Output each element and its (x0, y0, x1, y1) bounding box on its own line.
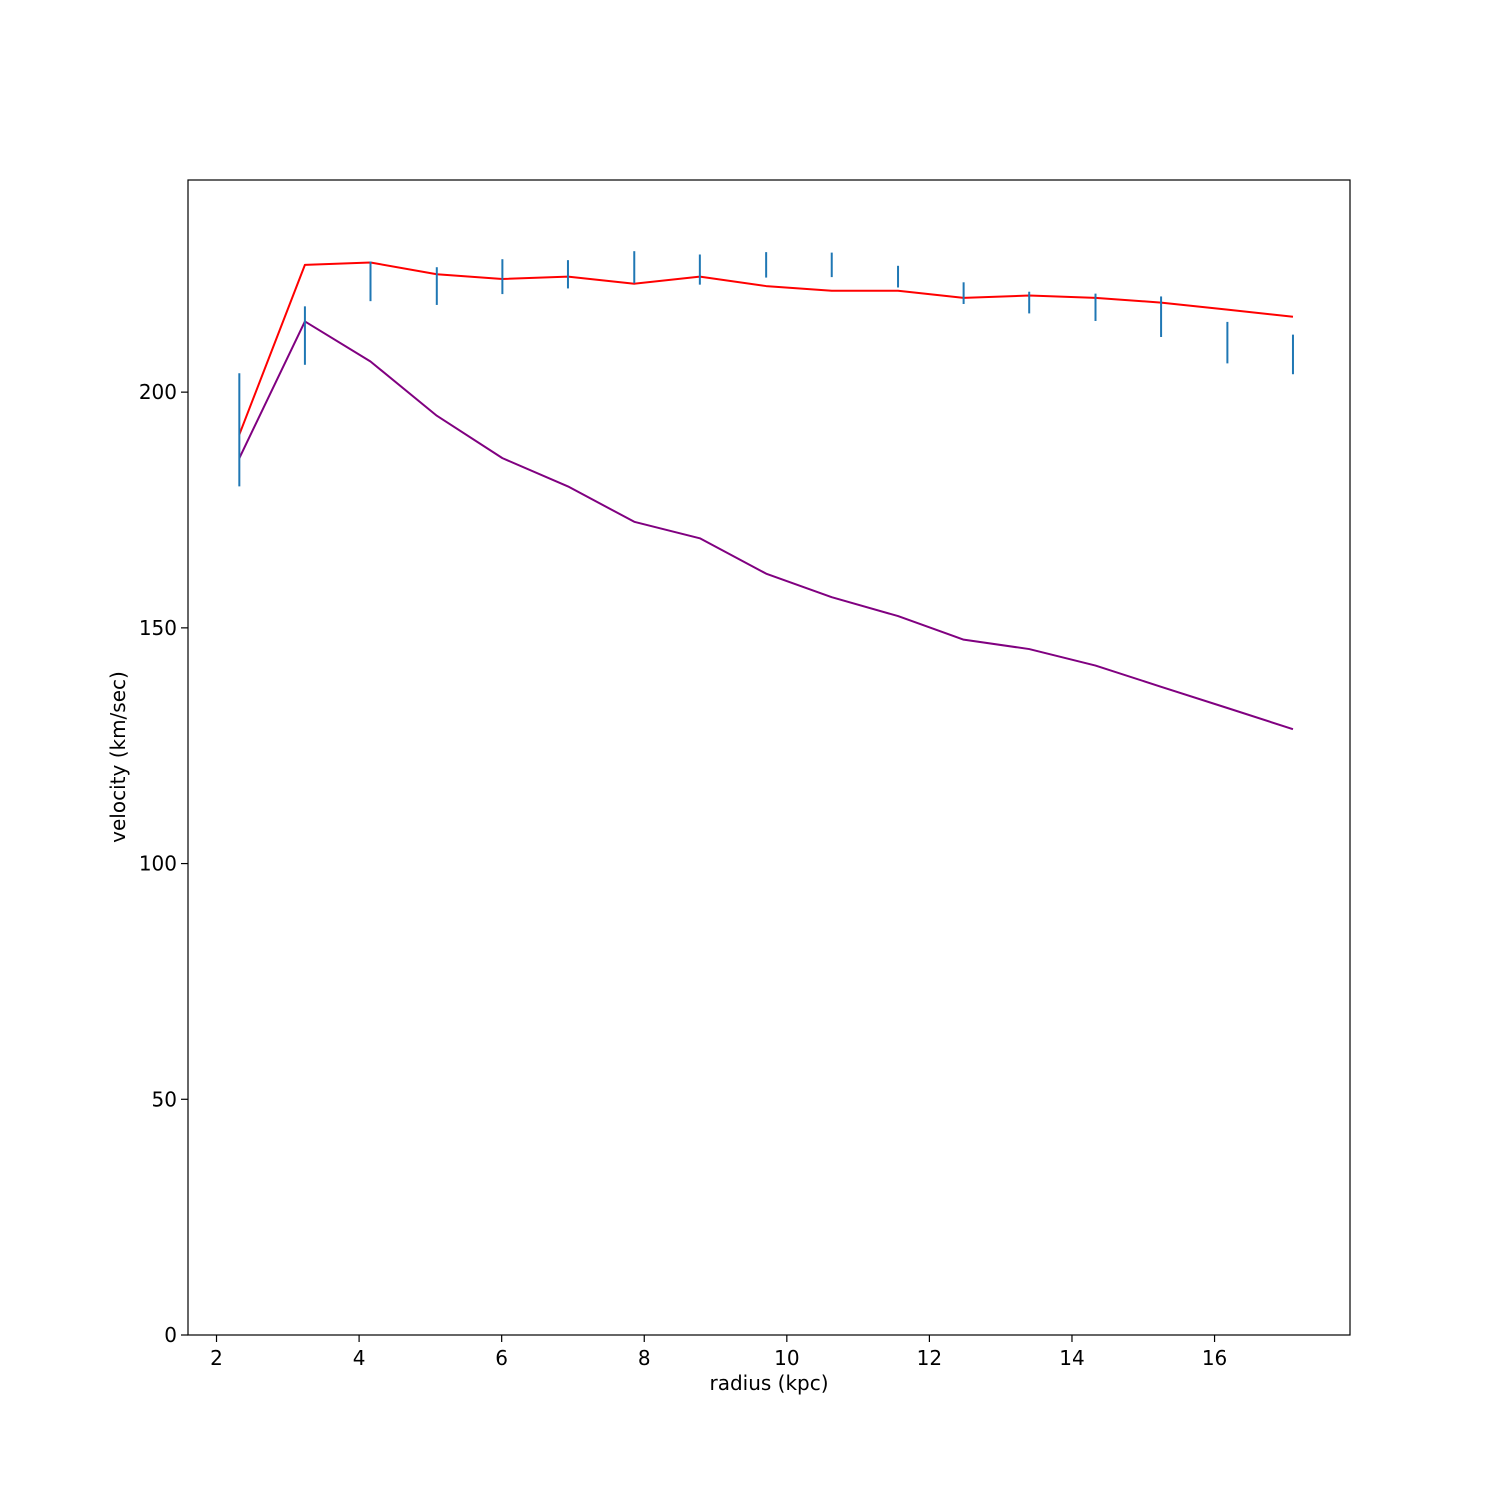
x-tick-label: 8 (638, 1346, 651, 1370)
x-tick-label: 4 (353, 1346, 366, 1370)
x-tick-label: 14 (1059, 1346, 1084, 1370)
y-tick-label: 150 (139, 616, 177, 640)
plot-frame (187, 179, 1351, 1336)
x-axis-label: radius (kpc) (709, 1371, 828, 1395)
series-line-0 (238, 261, 1294, 435)
series-layer (238, 251, 1294, 731)
tick-layer: 2 4 6 8 10 12 14 16 0 50 100 150 200 (139, 380, 1227, 1370)
y-tick-label: 100 (139, 852, 177, 876)
x-tick-label: 12 (917, 1346, 942, 1370)
series-line-1 (238, 320, 1294, 731)
x-tick-label: 16 (1202, 1346, 1227, 1370)
x-tick-label: 2 (210, 1346, 223, 1370)
x-tick-label: 10 (774, 1346, 799, 1370)
y-tick-label: 200 (139, 380, 177, 404)
y-tick-label: 50 (152, 1087, 177, 1111)
x-tick-label: 6 (495, 1346, 508, 1370)
y-tick-label: 0 (164, 1323, 177, 1347)
y-axis-label: velocity (km/sec) (106, 671, 130, 843)
